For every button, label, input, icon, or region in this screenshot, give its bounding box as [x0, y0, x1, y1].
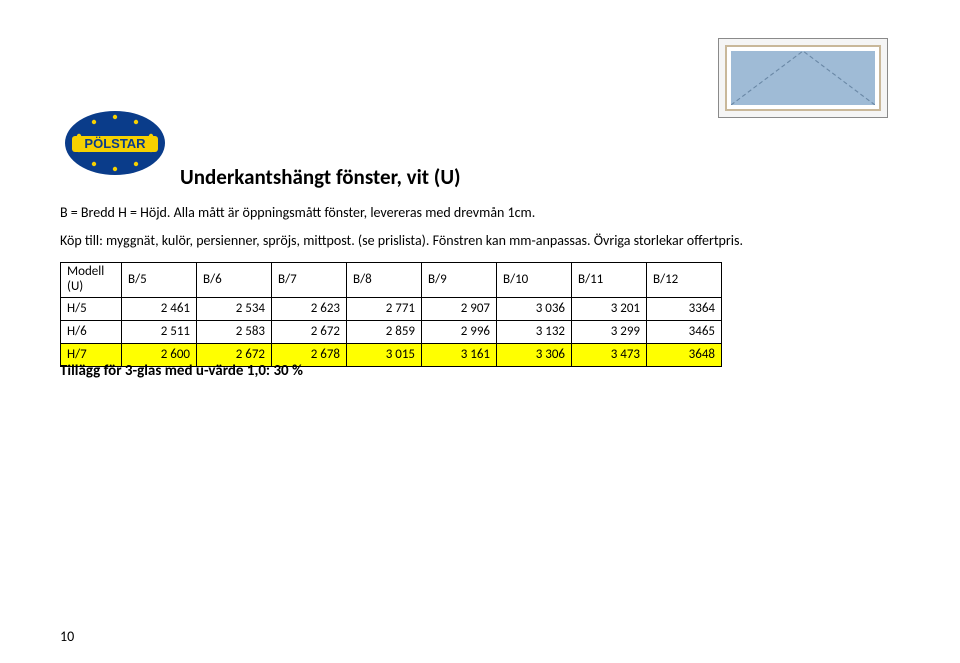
- cell: 3 201: [572, 297, 647, 320]
- cell: 2 907: [422, 297, 497, 320]
- cell: 2 461: [122, 297, 197, 320]
- cell: 2 623: [272, 297, 347, 320]
- cell: 3 036: [497, 297, 572, 320]
- model-head-l2: (U): [67, 279, 83, 294]
- table-header-row: Modell (U) B/5 B/6 B/7 B/8 B/9 B/10 B/11…: [61, 263, 722, 298]
- page-root: PÖLSTAR Underkantshängt fönster, vit (U)…: [0, 0, 960, 663]
- page-number: 10: [60, 628, 74, 645]
- col-header: B/12: [647, 263, 722, 298]
- col-header: B/8: [347, 263, 422, 298]
- col-header: B/7: [272, 263, 347, 298]
- col-header: B/9: [422, 263, 497, 298]
- table-row: H/6 2 511 2 583 2 672 2 859 2 996 3 132 …: [61, 320, 722, 343]
- cell: 3465: [647, 320, 722, 343]
- table-row: H/5 2 461 2 534 2 623 2 771 2 907 3 036 …: [61, 297, 722, 320]
- intro-line-1: B = Bredd H = Höjd. Alla mått är öppning…: [60, 204, 535, 221]
- cell: 3364: [647, 297, 722, 320]
- cell: 2 859: [347, 320, 422, 343]
- price-table: Modell (U) B/5 B/6 B/7 B/8 B/9 B/10 B/11…: [60, 262, 722, 367]
- row-label: H/6: [61, 320, 122, 343]
- cell: 2 672: [272, 320, 347, 343]
- window-figure: [718, 38, 888, 118]
- addon-note: Tillägg för 3-glas med u-värde 1,0: 30 %: [60, 362, 303, 380]
- model-head-l1: Modell: [67, 264, 104, 279]
- window-frame: [725, 45, 881, 111]
- cell: 3 306: [497, 343, 572, 366]
- cell: 3 473: [572, 343, 647, 366]
- col-header: B/10: [497, 263, 572, 298]
- col-header: B/5: [122, 263, 197, 298]
- cell: 3 015: [347, 343, 422, 366]
- cell: 3 299: [572, 320, 647, 343]
- row-label: H/5: [61, 297, 122, 320]
- brand-logo: PÖLSTAR: [60, 106, 170, 180]
- cell: 3648: [647, 343, 722, 366]
- col-header: B/11: [572, 263, 647, 298]
- cell: 3 132: [497, 320, 572, 343]
- model-header: Modell (U): [61, 263, 122, 298]
- logo-text: PÖLSTAR: [84, 136, 146, 151]
- cell: 2 583: [197, 320, 272, 343]
- page-title: Underkantshängt fönster, vit (U): [180, 164, 461, 190]
- intro-line-2: Köp till: myggnät, kulör, persienner, sp…: [60, 232, 743, 249]
- cell: 2 771: [347, 297, 422, 320]
- cell: 2 511: [122, 320, 197, 343]
- col-header: B/6: [197, 263, 272, 298]
- cell: 2 996: [422, 320, 497, 343]
- cell: 2 534: [197, 297, 272, 320]
- window-pane: [731, 51, 875, 105]
- cell: 3 161: [422, 343, 497, 366]
